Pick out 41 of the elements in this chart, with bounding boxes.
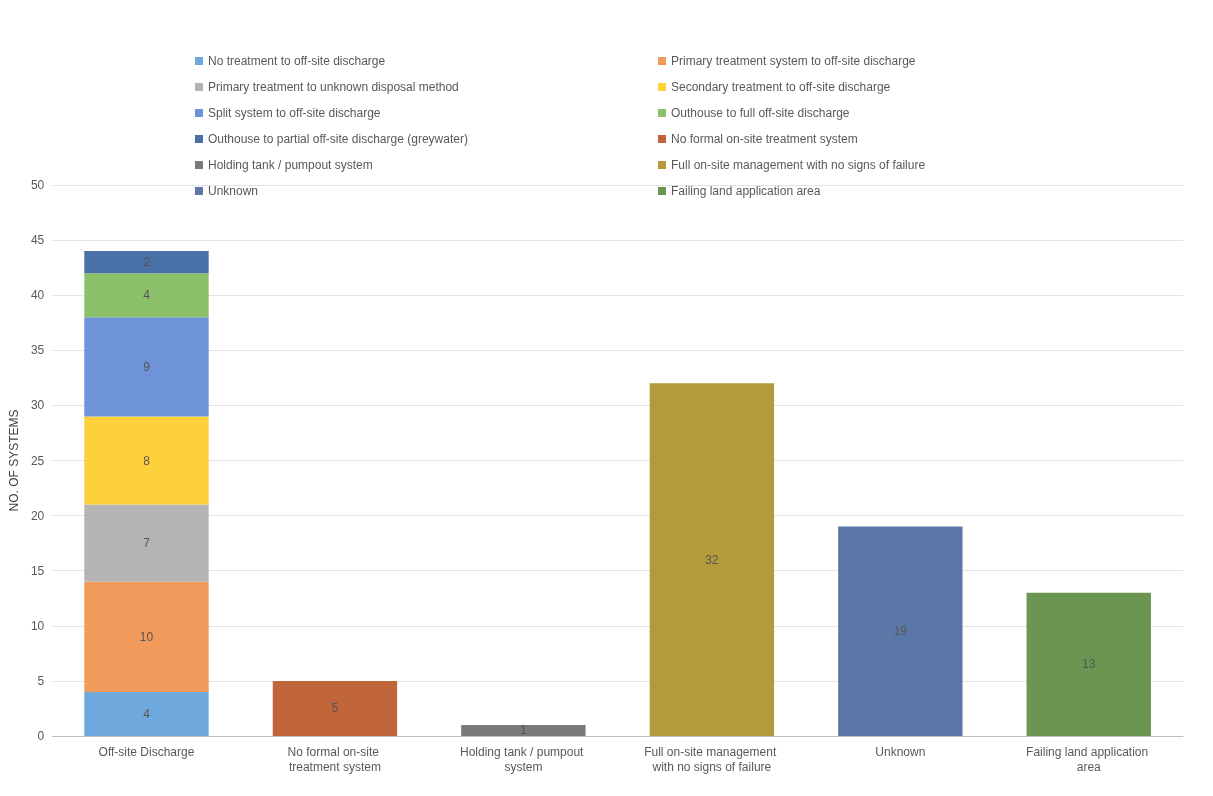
y-tick-label: 35	[30, 343, 45, 358]
data-label: 13	[1082, 657, 1096, 672]
y-tick-label: 30	[30, 398, 45, 413]
x-tick-label: Holding tank / pumpout system	[460, 744, 587, 774]
y-tick-label: 50	[30, 178, 45, 192]
y-tick-label: 20	[30, 508, 45, 523]
data-label: 4	[143, 706, 151, 721]
y-tick-label: 15	[30, 563, 45, 578]
data-label: 8	[143, 453, 151, 468]
legend-label: Primary treatment system to off-site discharge	[671, 54, 916, 68]
legend-label: Primary treatment to unknown disposal method	[208, 80, 459, 94]
legend-label: Failing land application area	[671, 184, 821, 198]
y-tick-label: 40	[30, 288, 45, 303]
legend-label: No formal on-site treatment system	[671, 132, 858, 146]
legend-label: No treatment to off-site discharge	[208, 54, 386, 68]
data-label: 4	[143, 288, 151, 303]
data-label: 10	[139, 629, 154, 644]
y-tick-label: 5	[37, 673, 45, 688]
legend-label: Secondary treatment to off-site discharge	[671, 80, 891, 94]
y-tick-label: 0	[37, 729, 45, 743]
legend-label: Outhouse to partial off-site discharge (greywater)	[208, 132, 468, 146]
x-tick-label: Failing land application area	[1026, 744, 1152, 774]
y-tick-label: 45	[30, 233, 45, 248]
legend-label: Holding tank / pumpout system	[208, 158, 373, 172]
legend-label: Split system to off-site discharge	[208, 106, 381, 120]
x-tick-label: No formal on-site treatment system	[287, 744, 383, 774]
x-tick-label: Full on-site management with no signs of failure	[644, 744, 780, 774]
data-label: 32	[705, 552, 719, 567]
data-label: 5	[331, 701, 339, 716]
data-label: 9	[143, 359, 151, 374]
y-tick-label: 25	[30, 453, 45, 468]
data-label: 19	[893, 624, 908, 639]
data-label: 2	[143, 255, 151, 270]
x-tick-label: Off-site Discharge	[98, 744, 195, 759]
legend-label: Unknown	[208, 184, 259, 198]
x-tick-label: Unknown	[875, 744, 926, 759]
legend-label: Outhouse to full off-site discharge	[671, 106, 850, 120]
y-axis-title: NO. OF SYSTEMS	[7, 409, 21, 512]
y-tick-label: 10	[30, 618, 45, 633]
data-label: 7	[143, 536, 151, 551]
legend-label: Full on-site management with no signs of failure	[671, 158, 926, 172]
